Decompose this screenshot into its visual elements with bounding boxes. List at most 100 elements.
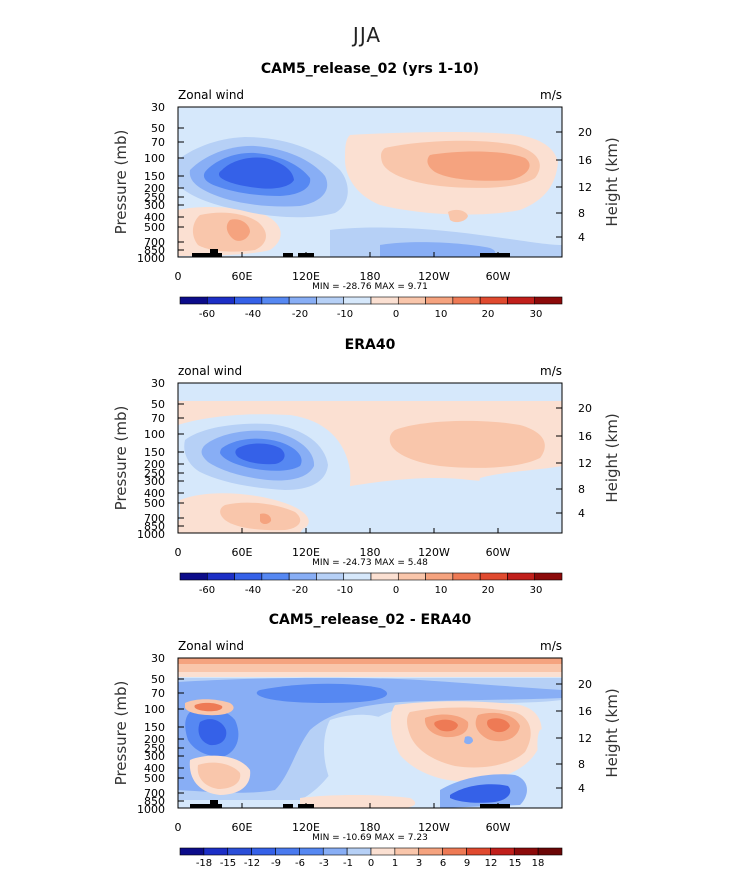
y-tick-label: 200 [144, 182, 165, 195]
colorbar-swatch [261, 296, 290, 305]
height-tick-label: 20 [578, 678, 592, 691]
contour-field [178, 107, 562, 257]
height-tick-label: 12 [578, 457, 592, 470]
panel-era40: ERA40 zonal wind m/s 30 50 70 100 150 20… [112, 337, 621, 596]
colorbar-label: 10 [435, 309, 448, 320]
x-tick-label: 180 [360, 821, 381, 834]
y-tick-label: 400 [144, 487, 165, 500]
x-tick-label: 120W [418, 270, 450, 283]
y-tick-label: 850 [144, 520, 165, 533]
y-tick-label: 500 [144, 221, 165, 234]
y-tick-label: 50 [151, 673, 165, 686]
height-tick-label: 12 [578, 732, 592, 745]
colorbar-swatch [394, 847, 420, 856]
x-tick-label: 120E [292, 821, 320, 834]
x-tick-label: 0 [175, 270, 182, 283]
negative-band-inner [256, 683, 388, 703]
panel-cam5: CAM5_release_02 (yrs 1-10) Zonal wind m/… [112, 61, 621, 320]
lower-positive-blob [197, 762, 241, 789]
panel-title: ERA40 [345, 337, 396, 353]
colorbar-swatch [442, 847, 467, 856]
surface-positive-bottom [300, 795, 416, 808]
colorbar-swatch [275, 847, 300, 856]
colorbar-label: 9 [464, 858, 470, 869]
colorbar-swatch [206, 296, 235, 305]
stratospheric-transition [178, 672, 562, 677]
colorbar-swatch [322, 847, 348, 856]
colorbar-label: -18 [196, 858, 212, 869]
colorbar-swatch [452, 572, 481, 581]
y-axis-left: 30 50 70 100 150 200 250 300 400 500 700… [137, 101, 184, 265]
colorbar-label: 0 [368, 858, 374, 869]
negative-band-mid [178, 677, 562, 793]
colorbar [179, 296, 563, 305]
y-tick-label: 300 [144, 199, 165, 212]
colorbar-swatch [370, 296, 399, 305]
colorbar-swatch [370, 572, 399, 581]
y-tick-label: 100 [144, 428, 165, 441]
westerly-contour-core [389, 420, 545, 468]
y-tick-label: 250 [144, 467, 165, 480]
colorbar-label: 20 [482, 585, 495, 596]
colorbar-label: -40 [245, 585, 261, 596]
y-tick-label: 200 [144, 733, 165, 746]
height-tick-label: 8 [578, 758, 585, 771]
colorbar-swatch [261, 572, 290, 581]
colorbar-label: -10 [337, 309, 353, 320]
stratospheric-band [178, 383, 562, 401]
x-tick-label: 60W [486, 821, 511, 834]
figure-title: JJA [351, 23, 381, 47]
y-tick-label: 400 [144, 211, 165, 224]
x-tick-label: 120E [292, 546, 320, 559]
colorbar-labels: -60 -40 -20 -10 0 10 20 30 [199, 585, 543, 596]
min-max-text: MIN = -10.69 MAX = 7.23 [312, 833, 428, 843]
colorbar-label: -20 [292, 309, 308, 320]
colorbar-swatch [513, 847, 539, 856]
y-tick-label: 1000 [137, 252, 165, 265]
y-tick-label: 150 [144, 170, 165, 183]
y-tick-label: 100 [144, 703, 165, 716]
x-tick-label: 120E [292, 270, 320, 283]
y-tick-label: 500 [144, 497, 165, 510]
y-tick-label: 200 [144, 458, 165, 471]
y-tick-label: 70 [151, 136, 165, 149]
colorbar-swatch [425, 296, 454, 305]
panel-left-label: zonal wind [178, 364, 242, 378]
y-tick-label: 50 [151, 122, 165, 135]
colorbar-swatch [370, 847, 396, 856]
colorbar-swatch [206, 572, 235, 581]
height-tick-label: 12 [578, 181, 592, 194]
colorbar-swatch [179, 296, 208, 305]
y-right-axis-title: Height (km) [603, 413, 621, 502]
y-axis-right: 20 16 12 8 4 [556, 678, 592, 795]
surface-negative-core [450, 784, 511, 803]
colorbar-swatch [397, 572, 426, 581]
min-max-text: MIN = -24.73 MAX = 5.48 [312, 558, 428, 568]
y-axis-left: 30 50 70 100 150 200 250 300 400 500 700… [137, 652, 184, 816]
colorbar-swatch [534, 296, 563, 305]
colorbar-swatch [397, 296, 426, 305]
colorbar-swatch [288, 572, 317, 581]
southern-blob [448, 209, 468, 223]
colorbar-labels: -60 -40 -20 -10 0 10 20 30 [199, 309, 543, 320]
height-tick-label: 8 [578, 207, 585, 220]
colorbar-swatch [316, 296, 345, 305]
colorbar-label: -3 [319, 858, 329, 869]
colorbar-label: 6 [440, 858, 446, 869]
negative-asian-core [198, 719, 227, 746]
colorbar-label: 18 [532, 858, 545, 869]
height-tick-label: 4 [578, 782, 585, 795]
y-tick-label: 400 [144, 762, 165, 775]
height-tick-label: 8 [578, 483, 585, 496]
contour-field [178, 383, 562, 533]
y-tick-label: 700 [144, 512, 165, 525]
x-tick-label: 180 [360, 270, 381, 283]
colorbar [179, 572, 563, 581]
colorbar-swatch [537, 847, 563, 856]
colorbar-swatch [479, 296, 508, 305]
x-tick-label: 0 [175, 546, 182, 559]
y-right-axis-title: Height (km) [603, 688, 621, 777]
colorbar-labels: -18 -15 -12 -9 -6 -3 -1 0 1 3 6 9 12 15 … [196, 858, 545, 869]
colorbar-label: 0 [393, 585, 399, 596]
